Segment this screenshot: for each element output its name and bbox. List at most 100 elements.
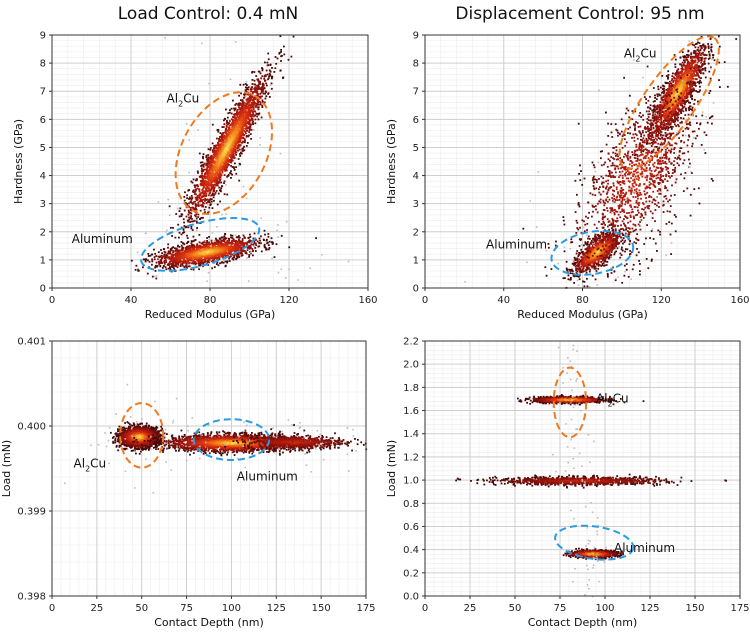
data-point: [704, 76, 707, 79]
data-point: [213, 257, 216, 260]
data-point: [241, 132, 244, 135]
data-point: [228, 239, 231, 242]
data-point: [170, 256, 173, 259]
outlier-point: [253, 245, 256, 247]
data-point: [191, 181, 194, 184]
data-point: [225, 168, 227, 171]
data-point: [196, 244, 198, 247]
data-point: [208, 176, 211, 179]
data-point: [147, 255, 150, 257]
data-point: [234, 162, 236, 165]
data-point: [212, 180, 215, 183]
data-point: [256, 102, 259, 105]
data-point: [228, 143, 230, 146]
data-point: [258, 85, 260, 88]
data-point: [645, 137, 648, 140]
data-point: [150, 253, 153, 256]
data-point: [203, 194, 206, 196]
data-point: [231, 245, 234, 248]
data-point: [171, 235, 173, 237]
data-point: [232, 249, 235, 252]
data-point: [216, 239, 219, 242]
data-point: [221, 170, 224, 173]
data-point: [240, 122, 242, 125]
data-point: [234, 124, 237, 127]
data-point: [198, 193, 201, 196]
data-point: [256, 78, 259, 81]
data-point: [202, 262, 205, 265]
data-point: [203, 192, 205, 195]
data-point: [225, 127, 227, 130]
data-point: [274, 67, 277, 70]
data-point: [256, 90, 258, 93]
data-point: [200, 204, 202, 207]
data-point: [216, 182, 218, 185]
data-point: [190, 245, 193, 248]
data-point: [251, 114, 254, 116]
data-point: [208, 177, 211, 180]
data-point: [267, 235, 270, 238]
data-point: [187, 259, 190, 261]
data-point: [270, 237, 273, 240]
data-point: [208, 206, 211, 209]
data-point: [190, 199, 193, 201]
data-point: [267, 93, 269, 95]
data-point: [221, 171, 224, 174]
data-point: [659, 101, 662, 103]
data-point: [218, 241, 220, 244]
data-point: [163, 255, 166, 257]
outlier-point: [201, 42, 203, 45]
data-point: [227, 142, 229, 145]
data-point: [199, 209, 202, 212]
data-point: [227, 174, 230, 177]
data-point: [238, 113, 240, 116]
data-point: [239, 121, 242, 123]
data-point: [241, 238, 244, 240]
data-point: [245, 98, 248, 101]
data-point: [202, 194, 205, 196]
data-point: [315, 237, 317, 239]
data-point: [153, 248, 155, 251]
data-point: [203, 180, 206, 182]
data-point: [236, 137, 239, 140]
data-point: [216, 257, 218, 260]
data-point: [210, 198, 213, 201]
data-point: [220, 253, 222, 256]
data-point: [250, 97, 252, 100]
data-point: [217, 173, 220, 176]
data-point: [218, 144, 221, 147]
data-point: [198, 241, 201, 244]
data-point: [246, 112, 249, 115]
data-point: [203, 162, 206, 165]
data-point: [227, 146, 230, 149]
data-point: [194, 200, 197, 203]
outlier-point: [297, 279, 299, 281]
data-point: [211, 245, 214, 248]
outlier-point: [277, 224, 279, 226]
data-point: [212, 177, 215, 180]
data-point: [233, 140, 236, 143]
data-point: [225, 108, 227, 111]
data-point: [220, 164, 222, 167]
outlier-point: [166, 229, 168, 232]
data-point: [211, 142, 214, 145]
data-point: [208, 164, 211, 167]
data-point: [246, 98, 249, 100]
data-point: [237, 104, 240, 107]
data-point: [227, 250, 230, 252]
data-point: [204, 245, 207, 248]
data-point: [218, 138, 220, 140]
data-point: [241, 252, 243, 255]
data-point: [242, 234, 245, 237]
data-point: [204, 206, 207, 208]
data-point: [218, 244, 221, 247]
data-point: [130, 259, 133, 262]
data-point: [208, 170, 211, 173]
data-point: [211, 179, 214, 181]
data-point: [207, 181, 210, 184]
data-point: [209, 180, 212, 183]
data-point: [193, 250, 195, 253]
data-point: [197, 204, 200, 207]
data-point: [261, 90, 264, 93]
data-point: [292, 35, 295, 38]
